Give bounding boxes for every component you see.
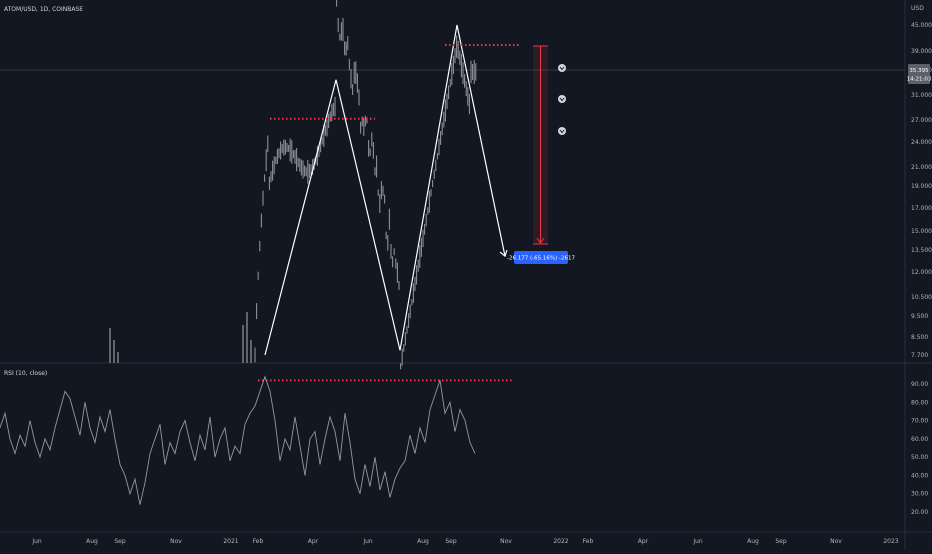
countdown-value: 14:21:03 [907, 77, 932, 83]
event-marker-2[interactable] [558, 95, 566, 103]
time-axis[interactable]: Jun Aug Sep Nov 2021 Feb Apr Jun Aug Sep Nov 2022 Fe… [31, 538, 898, 545]
rsi-tick-label: 80.00 [911, 399, 928, 406]
time-tick-label: 2021 [223, 538, 238, 545]
rsi-tick-label: 40.00 [911, 472, 928, 479]
time-tick-label: Jun [362, 538, 373, 545]
zigzag-line [264, 24, 506, 356]
rsi-tick-label: 30.00 [911, 491, 928, 498]
arrow-down-icon [559, 66, 565, 71]
current-price-value: 35.395 [909, 68, 929, 74]
measure-label: -26.177 (-65.16%) -2617 [507, 256, 575, 262]
price-tick-label: 31.000 [911, 92, 932, 99]
price-tick-label: 13.500 [911, 247, 932, 254]
zigzag-pattern[interactable] [264, 24, 508, 356]
rsi-legend[interactable]: RSI (10, close) [4, 370, 47, 377]
time-tick-label: 2022 [553, 538, 568, 545]
event-marker-3[interactable] [558, 127, 566, 135]
measure-label-box [514, 251, 568, 264]
event-marker-1[interactable] [558, 64, 566, 72]
candlestick-series [109, 0, 477, 370]
time-tick-label: Apr [638, 538, 649, 545]
price-tick-label: 15.000 [911, 228, 932, 235]
price-tick-label: 17.000 [911, 205, 932, 212]
price-tick-label: 19.000 [911, 183, 932, 190]
time-tick-label: Sep [775, 538, 787, 545]
price-tick-label: 27.000 [911, 117, 932, 124]
time-tick-label: Apr [308, 538, 319, 545]
rsi-tick-label: 20.00 [911, 509, 928, 516]
price-range-measure[interactable]: -26.177 (-65.16%) -2617 [507, 45, 575, 264]
time-tick-label: Jun [692, 538, 703, 545]
arrow-down-icon [559, 129, 565, 134]
time-tick-label: Aug [86, 538, 98, 545]
rsi-tick-label: 50.00 [911, 454, 928, 461]
price-tick-label: 21.000 [911, 164, 932, 171]
symbol-legend[interactable]: ATOM/USD, 1D, COINBASE [4, 6, 83, 13]
price-tick-label: 24.000 [911, 139, 932, 146]
time-tick-label: Feb [583, 538, 594, 545]
rsi-line [0, 375, 476, 505]
time-tick-label: Jun [31, 538, 42, 545]
rsi-tick-label: 70.00 [911, 418, 928, 425]
current-price-tag [908, 64, 930, 84]
rsi-axis[interactable]: 90.00 80.00 70.00 60.00 50.00 40.00 30.00 20.00 [911, 381, 928, 516]
time-tick-label: Sep [445, 538, 457, 545]
price-tick-label: 45.000 [911, 22, 932, 29]
time-tick-label: Feb [253, 538, 264, 545]
price-axis-unit: USD [911, 5, 924, 12]
measure-arrow-icon [536, 237, 545, 244]
time-tick-label: Aug [417, 538, 429, 545]
time-tick-label: Aug [747, 538, 759, 545]
time-tick-label: Nov [500, 538, 512, 545]
time-tick-label: Nov [830, 538, 842, 545]
rsi-tick-label: 60.00 [911, 436, 928, 443]
rsi-tick-label: 90.00 [911, 381, 928, 388]
resistance-levels[interactable] [270, 43, 520, 120]
price-tick-label: 9.500 [911, 313, 928, 320]
price-tick-label: 7.700 [911, 352, 928, 359]
price-tick-label: 8.500 [911, 334, 928, 341]
arrow-down-icon [559, 97, 565, 102]
time-tick-label: Sep [114, 538, 126, 545]
price-tick-label: 10.500 [911, 294, 932, 301]
price-tick-label: 39.000 [911, 48, 932, 55]
rsi-series [0, 375, 513, 505]
price-tick-label: 12.000 [911, 269, 932, 276]
time-tick-label: 2023 [883, 538, 898, 545]
zigzag-arrow-icon [499, 249, 508, 258]
time-tick-label: Nov [170, 538, 182, 545]
